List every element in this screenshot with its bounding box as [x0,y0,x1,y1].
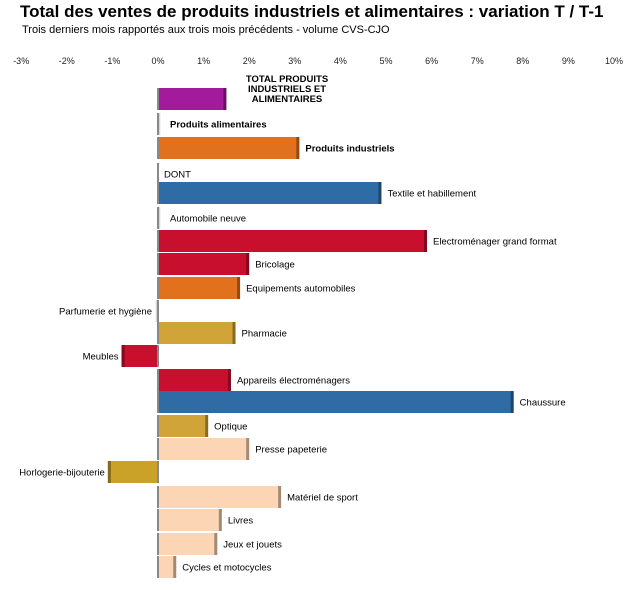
zero-baseline [157,556,159,578]
x-tick-label: -2% [59,56,75,66]
bar-label: Jeux et jouets [223,540,282,551]
zero-baseline [157,277,159,299]
bar-label: Produits industriels [305,144,394,155]
zero-baseline [157,137,159,159]
bars [107,88,514,578]
x-axis-ticks: -3% -2% -1% 0% 1% 2% 3% 4% 5% 6% 7% 8% 9% 10% [13,56,623,66]
x-tick-label: 5% [379,56,392,66]
x-tick-label: -3% [13,56,29,66]
bar [158,230,428,252]
x-tick-label: 9% [562,56,575,66]
bar-label: Pharmacie [242,329,287,340]
bar-edge [227,369,231,391]
x-tick-label: 2% [243,56,256,66]
bar-edge [246,253,250,275]
zero-baseline [157,230,159,252]
bar-edge [232,322,236,344]
x-tick-label: 7% [471,56,484,66]
zero-baseline [157,509,159,531]
bar-edge [214,533,218,555]
bar-label: Horlogerie-bijouterie [19,468,105,479]
zero-baseline [157,438,159,460]
bar [158,182,382,204]
zero-baseline [157,88,159,110]
bar-label: TOTAL PRODUITS INDUSTRIELS ET ALIMENTAIRES [246,74,328,105]
chart-subtitle: Trois derniers mois rapportés aux trois … [22,24,390,36]
zero-baseline [157,415,159,437]
zero-baseline [157,461,159,483]
bar-label: Meubles [83,352,119,363]
x-tick-label: 10% [605,56,623,66]
bar [158,322,236,344]
bar-label: Produits alimentaires [170,120,267,131]
bar-edge [246,438,250,460]
bar-edge [205,415,209,437]
zero-baseline [157,253,159,275]
bar-edge [237,277,241,299]
zero-baseline [157,113,159,135]
bar-label: Equipements automobiles [246,284,356,295]
x-tick-label: 1% [197,56,210,66]
bar-label: Automobile neuve [170,214,246,225]
bar [158,137,300,159]
bar-label: Parfumerie et hygiène [59,307,152,318]
x-tick-label: 8% [516,56,529,66]
bar [158,509,222,531]
zero-baseline [157,369,159,391]
bar-label: Bricolage [255,260,295,271]
bar-edge [173,556,177,578]
bar-edge [296,137,300,159]
x-tick-label: 4% [334,56,347,66]
zero-baseline [157,163,159,185]
bar [158,207,161,229]
bar-labels: TOTAL PRODUITS INDUSTRIELS ET ALIMENTAIRES… [19,74,565,574]
zero-baseline [157,300,159,322]
bar-label: Optique [214,422,247,433]
bar [158,438,250,460]
bar [158,533,218,555]
bar [158,369,231,391]
zero-baseline [157,207,159,229]
bar [158,277,241,299]
bar [158,391,514,413]
bar-label: Matériel de sport [287,493,358,504]
bar [107,461,158,483]
bar-label: DONT [164,170,191,181]
bar [158,88,227,110]
bar [155,300,158,322]
bar [158,113,161,135]
zero-baseline [157,486,159,508]
bar-label: Electroménager grand format [433,237,557,248]
bar-label: Textile et habillement [387,189,476,200]
bar-label: Presse papeterie [255,445,327,456]
bar [158,556,177,578]
bar-label: Chaussure [520,398,566,409]
x-tick-label: 0% [151,56,164,66]
zero-baseline [157,391,159,413]
zero-baseline [157,322,159,344]
bar-label: Cycles et motocycles [182,563,271,574]
bar-edge [278,486,282,508]
zero-baseline [157,345,159,367]
bar-label: Livres [228,516,254,527]
bar-edge [223,88,227,110]
x-tick-label: 6% [425,56,438,66]
zero-baseline [157,182,159,204]
bar [121,345,158,367]
x-tick-label: -1% [104,56,120,66]
bar-edge [218,509,222,531]
bar-edge [121,345,125,367]
x-tick-label: 3% [288,56,301,66]
bar-edge [510,391,514,413]
bar-label: Appareils électroménagers [237,376,350,387]
bar-edge [424,230,428,252]
bar-edge [378,182,382,204]
chart-title: Total des ventes de produits industriels… [20,2,604,21]
bar [158,415,209,437]
bar [158,486,282,508]
zero-baseline [157,533,159,555]
bar-edge [107,461,111,483]
bar [158,253,250,275]
